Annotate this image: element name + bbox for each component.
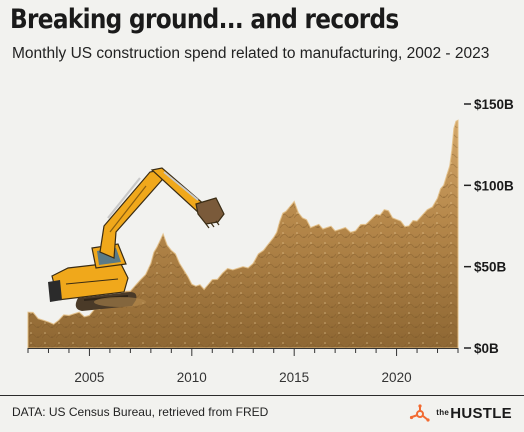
y-tick-label: $100B — [474, 178, 514, 193]
data-source: DATA: US Census Bureau, retrieved from F… — [12, 405, 269, 419]
x-tick-label: 2010 — [177, 370, 207, 385]
spend-area-texture — [28, 120, 458, 348]
footer: DATA: US Census Bureau, retrieved from F… — [0, 395, 524, 432]
brand-sprocket-icon — [410, 404, 430, 422]
y-tick-label: $150B — [474, 97, 514, 112]
x-tick-label: 2020 — [382, 370, 412, 385]
x-tick-label: 2005 — [74, 370, 104, 385]
y-tick-label: $0B — [474, 341, 499, 356]
y-tick-label: $50B — [474, 260, 507, 275]
chart-title: Breaking ground... and records — [10, 4, 399, 35]
chart-area: 2005 2010 2015 2020 $0B $50B $100B $150B — [27, 97, 514, 385]
excavator-illustration — [48, 167, 225, 311]
x-tick-label: 2015 — [279, 370, 309, 385]
chart-subtitle: Monthly US construction spend related to… — [12, 45, 490, 62]
brand-logo: theHUSTLE — [408, 404, 512, 422]
brand-name: theHUSTLE — [436, 404, 512, 422]
